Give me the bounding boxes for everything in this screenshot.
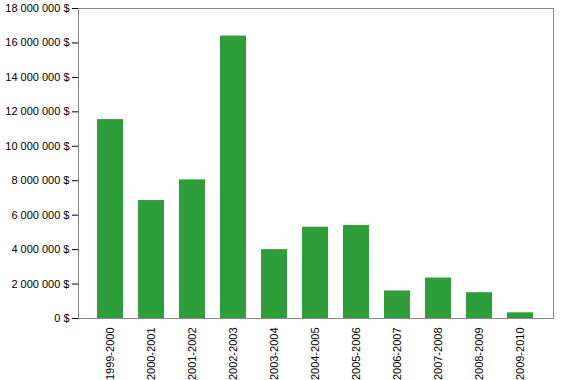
svg-text:2003-2004: 2003-2004: [268, 328, 280, 380]
svg-text:2004-2005: 2004-2005: [309, 328, 321, 380]
svg-text:2008-2009: 2008-2009: [473, 328, 485, 380]
svg-text:2005-2006: 2005-2006: [350, 328, 362, 380]
svg-text:2006-2007: 2006-2007: [391, 328, 403, 380]
svg-text:2 000 000 $: 2 000 000 $: [11, 278, 69, 290]
svg-text:2002-2003: 2002-2003: [227, 328, 239, 380]
svg-text:14 000 000 $: 14 000 000 $: [5, 71, 69, 83]
svg-text:16 000 000 $: 16 000 000 $: [5, 36, 69, 48]
svg-text:2009-2010: 2009-2010: [514, 328, 526, 380]
svg-text:8 000 000 $: 8 000 000 $: [11, 174, 69, 186]
svg-text:12 000 000 $: 12 000 000 $: [5, 105, 69, 117]
svg-text:4 000 000 $: 4 000 000 $: [11, 243, 69, 255]
svg-text:2007-2008: 2007-2008: [432, 328, 444, 380]
svg-text:10 000 000 $: 10 000 000 $: [5, 140, 69, 152]
svg-text:0 $: 0 $: [54, 312, 69, 324]
svg-text:18 000 000 $: 18 000 000 $: [5, 2, 69, 14]
svg-text:2000-2001: 2000-2001: [145, 328, 157, 380]
svg-text:6 000 000 $: 6 000 000 $: [11, 209, 69, 221]
svg-text:2001-2002: 2001-2002: [186, 328, 198, 380]
svg-text:1999-2000: 1999-2000: [104, 328, 116, 380]
